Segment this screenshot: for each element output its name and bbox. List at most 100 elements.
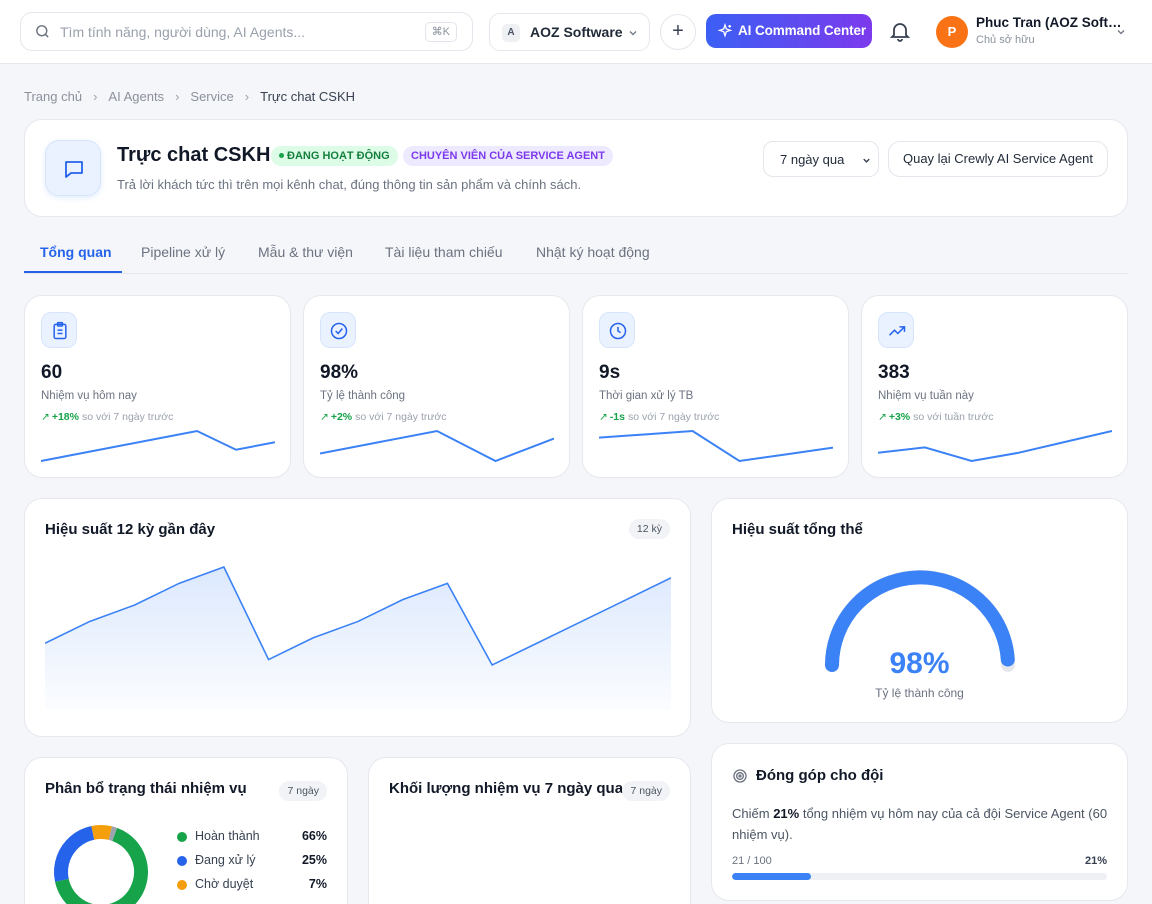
kpi-compare: so với 7 ngày trước — [628, 411, 720, 423]
tab-overview[interactable]: Tổng quan — [40, 244, 112, 260]
contribution-text-post: tổng nhiệm vụ hôm nay của cả đội Service… — [732, 806, 1108, 842]
arrow-up-right-icon: ↗ — [599, 411, 608, 423]
arrow-up-right-icon: ↗ — [878, 411, 887, 423]
contribution-text: Chiếm 21% tổng nhiệm vụ hôm nay của cả đ… — [732, 803, 1112, 845]
add-button[interactable]: + — [660, 14, 696, 50]
tab-templates[interactable]: Mẫu & thư viện — [258, 244, 353, 260]
legend-item: Hoàn thành 66% — [177, 828, 327, 852]
kpi-sparkline — [878, 430, 1112, 463]
legend-value: 7% — [308, 877, 327, 891]
kpi-compare: so với 7 ngày trước — [81, 411, 174, 423]
legend-dot — [177, 880, 187, 890]
chat-bubble-icon — [65, 161, 83, 178]
legend-dot — [177, 856, 187, 866]
tab-pipeline[interactable]: Pipeline xử lý — [141, 244, 226, 260]
user-name[interactable]: Phuc Tran (AOZ Soft… — [976, 15, 1122, 30]
donut-segment — [54, 825, 148, 904]
team-contribution-card: Đóng góp cho đội Chiếm 21% tổng nhiệm vụ… — [711, 743, 1128, 901]
arrow-up-right-icon: ↗ — [320, 411, 329, 423]
legend-item: Chờ duyệt 7% — [177, 876, 327, 900]
gauge-fill — [825, 570, 1015, 672]
chevron-down-icon — [629, 31, 637, 36]
search-input[interactable]: Tìm tính năng, người dùng, AI Agents... … — [20, 12, 473, 51]
search-placeholder: Tìm tính năng, người dùng, AI Agents... — [60, 24, 306, 40]
legend-value: 66% — [301, 829, 327, 843]
chevron-down-icon[interactable] — [1115, 26, 1127, 38]
kpi-value: 9s — [599, 362, 621, 383]
kpi-delta-value: +3% — [888, 411, 911, 423]
tab-activity-log[interactable]: Nhật ký hoạt động — [536, 244, 650, 260]
period-select[interactable]: 7 ngày qua — [763, 141, 879, 177]
kpi-card-success-rate: 98% Tỷ lệ thành công ↗ +2% so với 7 ngày t… — [303, 295, 570, 478]
kpi-delta-value: +2% — [330, 411, 353, 423]
kpi-compare: so với 7 ngày trước — [355, 411, 447, 423]
breadcrumb-service[interactable]: Service — [190, 89, 234, 104]
period-value: 7 ngày qua — [780, 152, 845, 167]
search-shortcut: ⌘K — [424, 22, 457, 42]
agent-header-card: Trực chat CSKH ĐANG HOẠT ĐỘNG CHUYÊN VIÊ… — [24, 119, 1128, 217]
ai-command-center-button[interactable]: AI Command Center — [706, 14, 872, 48]
kpi-label: Thời gian xử lý TB — [599, 390, 694, 402]
sparkline-path — [878, 430, 1112, 463]
top-bar: Tìm tính năng, người dùng, AI Agents... … — [0, 0, 1152, 64]
legend-label: Chờ duyệt — [195, 877, 254, 891]
gauge-value: 98% — [889, 647, 950, 680]
kpi-sparkline — [599, 429, 833, 463]
breadcrumb-ai-agents[interactable]: AI Agents — [108, 89, 165, 104]
breadcrumb-current: Trực chat CSKH — [260, 89, 356, 104]
user-role: Chủ sở hữu — [976, 34, 1035, 46]
chevron-right-icon: › — [175, 89, 180, 104]
gauge-label: Tỷ lệ thành công — [875, 686, 964, 700]
active-tab-indicator — [24, 271, 122, 273]
kpi-label: Nhiệm vụ tuần này — [878, 390, 974, 402]
breadcrumb: Trang chủ › AI Agents › Service › Trực c… — [24, 89, 355, 104]
kpi-delta: ↗ +2% so với 7 ngày trước — [320, 411, 447, 423]
chevron-right-icon: › — [244, 89, 250, 104]
bell-icon[interactable] — [888, 19, 912, 43]
overall-title: Hiệu suất tổng thể — [732, 521, 863, 538]
legend-value: 25% — [301, 853, 327, 867]
kpi-value: 98% — [320, 362, 359, 383]
kpi-delta-value: -1s — [609, 411, 625, 423]
kpi-value: 383 — [878, 362, 910, 383]
kpi-label: Nhiệm vụ hôm nay — [41, 390, 137, 402]
org-name: AOZ Software — [530, 24, 623, 40]
search-icon — [36, 25, 49, 38]
period-chip: 12 kỳ — [628, 519, 670, 539]
page-title: Trực chat CSKH — [117, 144, 271, 166]
performance-title: Hiệu suất 12 kỳ gần đây — [45, 521, 216, 538]
chart-series-line — [45, 566, 671, 667]
trend-up-icon — [888, 326, 906, 336]
tab-bar: Tổng quan Pipeline xử lý Mẫu & thư viện … — [24, 232, 1128, 274]
legend-label: Đang xử lý — [195, 853, 256, 867]
agent-description: Trả lời khách tức thì trên mọi kênh chat… — [117, 177, 582, 192]
kpi-icon-box — [878, 312, 914, 348]
sparkle-icon — [717, 23, 733, 38]
chevron-down-icon — [863, 158, 870, 163]
breadcrumb-home[interactable]: Trang chủ — [24, 89, 83, 104]
kpi-sparkline — [41, 429, 275, 462]
kpi-icon-box — [599, 312, 635, 348]
avatar[interactable]: P — [936, 16, 968, 48]
kpi-card-tasks-today: 60 Nhiệm vụ hôm nay ↗ +18% so với 7 ngày t… — [24, 295, 291, 478]
clock-icon — [609, 322, 627, 340]
chart-area-fill — [45, 567, 671, 709]
arrow-up-right-icon: ↗ — [41, 411, 50, 423]
legend-label: Hoàn thành — [195, 829, 260, 843]
kpi-sparkline — [320, 429, 554, 463]
status-donut-chart — [54, 825, 148, 904]
progress-percent: 21% — [1084, 855, 1107, 867]
kpi-card-avg-time: 9s Thời gian xử lý TB ↗ -1s so với 7 ngày … — [582, 295, 849, 478]
volume-title: Khối lượng nhiệm vụ 7 ngày qua — [389, 780, 624, 797]
progress-label: 21 / 100 — [732, 855, 772, 867]
sparkline-path — [599, 429, 833, 463]
tab-references[interactable]: Tài liệu tham chiếu — [385, 244, 503, 260]
status-dot — [279, 152, 284, 158]
back-to-agent-button[interactable]: Quay lại Crewly AI Service Agent — [888, 141, 1108, 177]
kpi-delta: ↗ +18% so với 7 ngày trước — [41, 411, 173, 423]
kpi-icon-box — [320, 312, 356, 348]
donut-segment — [54, 825, 148, 904]
org-switcher[interactable]: A AOZ Software — [489, 13, 650, 51]
chevron-right-icon: › — [93, 89, 98, 104]
target-icon — [733, 769, 747, 783]
